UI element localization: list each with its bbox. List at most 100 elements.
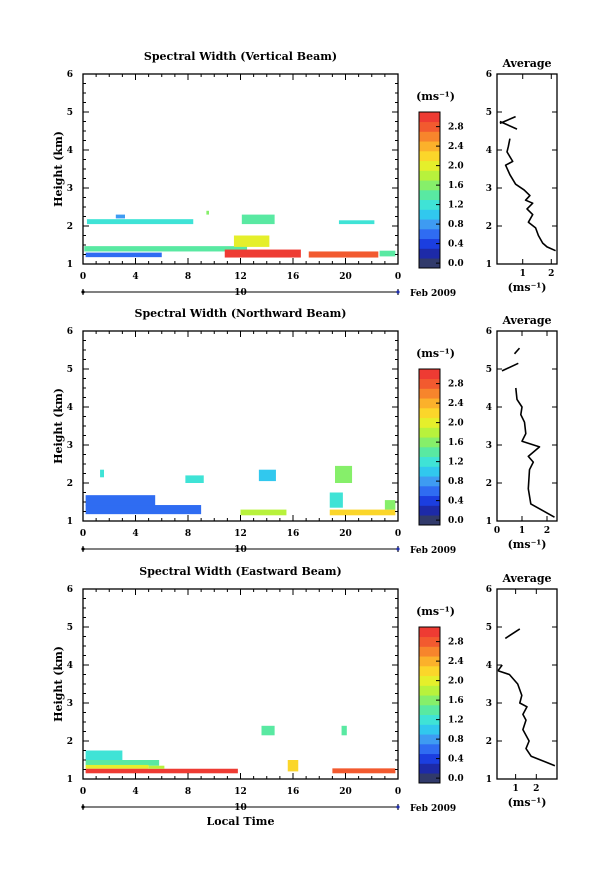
colorbar-tick-label: 1.6 — [448, 181, 464, 191]
colorbar-tick-label: 2.8 — [448, 123, 464, 133]
colorbar-swatch — [419, 219, 440, 230]
heatmap-cell — [287, 760, 299, 772]
colorbar-unit: (ms⁻¹) — [416, 347, 455, 360]
heatmap-cell — [384, 500, 396, 510]
heatmap-cell — [341, 725, 347, 736]
heatmap-cell — [329, 509, 396, 516]
colorbar-tick-label: 2.0 — [448, 162, 464, 172]
x-tick-label: 0 — [80, 272, 86, 282]
colorbar-tick-label: 1.6 — [448, 696, 464, 706]
average-frame — [496, 73, 558, 265]
chart-title: Spectral Width (Northward Beam) — [135, 307, 347, 320]
x-tick-label: 4 — [132, 787, 138, 797]
colorbar-swatch — [419, 180, 440, 191]
heatmap-cell — [185, 475, 204, 483]
heatmap-cell — [241, 214, 275, 225]
colorbar-swatch — [419, 744, 440, 755]
heatmap-cell — [335, 465, 353, 483]
heatmap-cell — [148, 765, 165, 769]
y-tick-label: 1 — [67, 517, 73, 527]
date-label: Feb 2009 — [410, 804, 456, 814]
chart-title: Spectral Width (Eastward Beam) — [139, 565, 341, 578]
average-line — [504, 138, 556, 252]
average-y-tick-label: 1 — [486, 260, 492, 270]
x-tick-label: 0 — [395, 787, 401, 797]
x-tick-label: 12 — [234, 529, 247, 539]
colorbar-unit: (ms⁻¹) — [416, 90, 455, 103]
average-y-tick-label: 1 — [486, 775, 492, 785]
average-x-tick-label: 1 — [512, 784, 518, 794]
colorbar-swatch — [419, 466, 440, 477]
colorbar-swatch — [419, 685, 440, 696]
colorbar-swatch — [419, 437, 440, 448]
x-tick-label: 8 — [185, 787, 191, 797]
colorbar-tick-label: 2.4 — [448, 399, 464, 409]
heatmap-cell — [332, 768, 396, 774]
x-tick-label: 8 — [185, 272, 191, 282]
colorbar-swatch — [419, 695, 440, 706]
colorbar-swatch — [419, 121, 440, 132]
average-x-axis-label: (ms⁻¹) — [508, 796, 547, 809]
average-y-tick-label: 6 — [486, 327, 492, 337]
colorbar-swatch — [419, 398, 440, 409]
x-tick-label: 8 — [185, 529, 191, 539]
heatmap-cell — [115, 214, 125, 219]
colorbar-tick-label: 1.6 — [448, 438, 464, 448]
colorbar-swatch — [419, 734, 440, 745]
day-label: 10 — [234, 288, 247, 298]
average-frame — [496, 588, 558, 780]
colorbar-swatch — [419, 427, 440, 438]
x-tick-label: 4 — [132, 529, 138, 539]
average-y-tick-label: 6 — [486, 70, 492, 80]
x-tick-label: 0 — [80, 787, 86, 797]
average-line — [513, 347, 521, 355]
colorbar-swatch — [419, 131, 440, 142]
heatmap-cell — [233, 235, 270, 247]
heatmap-cell — [261, 725, 275, 736]
colorbar-tick-label: 0.8 — [448, 735, 464, 745]
x-tick-label: 0 — [395, 272, 401, 282]
colorbar-tick-label: 2.4 — [448, 657, 464, 667]
colorbar-frame — [418, 368, 441, 526]
colorbar-frame — [418, 626, 441, 784]
colorbar-swatch — [419, 456, 440, 467]
colorbar-tick-label: 0.8 — [448, 477, 464, 487]
average-y-tick-label: 4 — [486, 146, 492, 156]
colorbar-swatch — [419, 369, 440, 380]
colorbar-swatch — [419, 388, 440, 399]
date-axis-dot — [396, 547, 400, 551]
y-tick-label: 4 — [67, 661, 73, 671]
date-axis-dot — [396, 805, 400, 809]
colorbar-tick-label: 2.8 — [448, 380, 464, 390]
colorbar-swatch — [419, 112, 440, 123]
average-x-tick-label: 2 — [548, 269, 554, 279]
average-line — [515, 387, 555, 518]
heatmap-cell — [85, 505, 202, 515]
heatmap-cell — [379, 250, 396, 257]
colorbar-swatch — [419, 753, 440, 764]
date-label: Feb 2009 — [410, 289, 456, 299]
heatmap-cell — [85, 768, 238, 774]
average-title: Average — [501, 57, 551, 70]
average-x-tick-label: 1 — [520, 269, 526, 279]
heatmap-cell — [329, 492, 343, 508]
y-axis-label: Height (km) — [52, 388, 65, 464]
x-tick-label: 0 — [395, 529, 401, 539]
average-y-tick-label: 5 — [486, 365, 492, 375]
date-axis-dot — [81, 547, 85, 551]
x-tick-label: 20 — [339, 529, 352, 539]
colorbar-tick-label: 0.4 — [448, 755, 464, 765]
heatmap-cell — [85, 750, 123, 760]
x-tick-label: 20 — [339, 787, 352, 797]
colorbar-swatch — [419, 627, 440, 638]
colorbar-swatch — [419, 714, 440, 725]
heatmap-cell — [84, 246, 248, 252]
colorbar-swatch — [419, 675, 440, 686]
colorbar-swatch — [419, 258, 440, 269]
colorbar-swatch — [419, 151, 440, 162]
colorbar-swatch — [419, 160, 440, 171]
average-y-tick-label: 5 — [486, 108, 492, 118]
average-x-tick-label: 1 — [519, 526, 525, 536]
colorbar-swatch — [419, 417, 440, 428]
